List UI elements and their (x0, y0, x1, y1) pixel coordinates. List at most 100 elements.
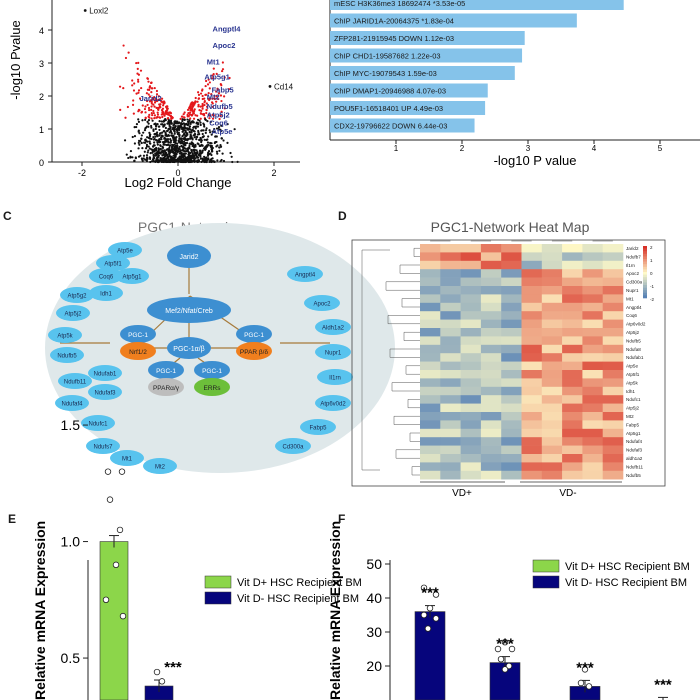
volcano-point (190, 131, 193, 134)
volcano-point (158, 120, 161, 123)
volcano-point (182, 156, 185, 159)
heatmap-row-label: Cd300a (626, 280, 643, 285)
volcano-point (174, 144, 177, 148)
volcano-point (170, 145, 174, 148)
heatmap-cell (541, 370, 563, 379)
volcano-point (203, 103, 206, 107)
heatmap-cell (582, 294, 603, 304)
volcano-point (140, 137, 143, 140)
heatmap-cell (602, 395, 624, 404)
heatmap-cell (420, 252, 441, 262)
heatmap-cell (541, 252, 563, 262)
network-gene-label: Atp5g1 (122, 275, 142, 281)
network-gene-node (110, 450, 144, 466)
heatmap-scale-step (643, 290, 647, 294)
network-gene-node (315, 319, 351, 335)
heatmap-cell (480, 311, 502, 320)
enrichment-bar-label: ChIP JARID1A-20064375 *1.83e-04 (334, 17, 454, 26)
volcano-gene-label: Angptl4 (213, 25, 242, 34)
volcano-point (197, 129, 200, 133)
heatmap-cell (602, 260, 624, 270)
bar_e-data-point (106, 496, 114, 503)
heatmap-cell (562, 269, 583, 278)
heatmap-cell (602, 378, 624, 388)
heatmap-cell (541, 470, 563, 480)
volcano-point (169, 130, 173, 133)
volcano-point (151, 158, 155, 161)
bar_f-data-point (497, 656, 505, 663)
volcano-point (133, 142, 136, 145)
network-gene-node (96, 255, 130, 271)
heatmap-cell (420, 470, 441, 480)
volcano-point (209, 152, 212, 155)
volcano-point (201, 149, 204, 152)
volcano-point (156, 111, 159, 114)
volcano-point (137, 80, 140, 83)
heatmap-cell (521, 294, 543, 304)
volcano-point (151, 151, 154, 154)
heatmap-cell (440, 428, 461, 438)
heatmap-row-label: Mt1 (626, 296, 634, 301)
heatmap-cell (521, 412, 543, 421)
heatmap-cell (480, 470, 502, 480)
volcano-point (131, 156, 134, 159)
network-gene-label: Atp5j2 (64, 312, 82, 318)
heatmap-title: PGC1-Network Heat Map (431, 219, 590, 235)
heatmap-cell (420, 294, 441, 304)
heatmap-cell (602, 319, 624, 329)
volcano-point (203, 158, 206, 161)
bar_e-legend-swatch (204, 575, 232, 589)
network-gene-node (56, 305, 90, 321)
volcano-point (154, 99, 157, 102)
volcano-point (124, 56, 128, 60)
heatmap-cell (582, 277, 603, 287)
heatmap-cell (602, 437, 624, 446)
heatmap-cell (480, 420, 502, 430)
volcano-point (145, 125, 149, 128)
volcano-point (203, 125, 206, 128)
volcano-point (145, 92, 148, 95)
heatmap-cell (440, 336, 461, 346)
volcano-point (196, 100, 199, 103)
volcano-point (207, 151, 210, 154)
volcano-point (155, 131, 159, 134)
volcano-point (197, 91, 200, 94)
heatmap-cell (460, 344, 482, 354)
volcano-point (226, 123, 229, 126)
volcano-point (159, 148, 162, 151)
volcano-point (220, 99, 223, 103)
volcano-point (221, 61, 224, 64)
volcano-point (155, 139, 158, 142)
heatmap-cell (521, 445, 543, 455)
heatmap-cell (562, 302, 583, 312)
volcano-point (185, 132, 188, 135)
volcano-point (143, 150, 146, 153)
heatmap-cell (480, 454, 502, 463)
volcano-point (203, 138, 206, 141)
volcano-point (161, 111, 164, 114)
volcano-point (183, 143, 186, 147)
bar_f-data-point (501, 666, 509, 673)
enrichment-bar (330, 0, 624, 10)
bar_e-data-point (116, 526, 124, 534)
bar_f-significance: *** (421, 585, 439, 602)
network-gene-node (88, 384, 122, 400)
heatmap-cell (480, 344, 502, 354)
bar_f-data-point (420, 584, 428, 591)
volcano-point (153, 114, 157, 117)
pgc1-network: PGC1-Network Jarid2Mef2/Nfat/CrebPGC-1α/… (45, 219, 395, 474)
volcano-point (209, 120, 212, 123)
volcano-point (135, 61, 138, 65)
volcano-point (191, 142, 194, 145)
volcano-point (211, 105, 214, 108)
enrichment-bar (330, 101, 486, 115)
heatmap-cell (521, 403, 543, 413)
panel-letter-d: D (338, 209, 347, 223)
volcano-point (217, 125, 221, 129)
heatmap-cell (562, 277, 583, 287)
heatmap-cell (440, 294, 461, 304)
volcano-gene-label: Apoc2 (213, 41, 236, 50)
heatmap-cell (501, 319, 522, 329)
network-hub-bottom (236, 342, 272, 360)
heatmap-cell (440, 445, 461, 455)
